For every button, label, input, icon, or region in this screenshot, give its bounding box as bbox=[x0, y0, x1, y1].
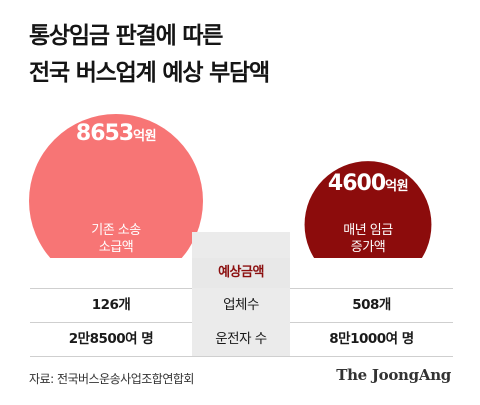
table-cell-label: 업체수 bbox=[192, 288, 290, 322]
bubble-label-right: 매년 임금 증가액 bbox=[343, 223, 393, 255]
table-row: 2만8500여 명 운전자 수 8만1000여 명 bbox=[30, 322, 453, 356]
table-cell-label: 운전자 수 bbox=[192, 322, 290, 356]
table-cell-left: 126개 bbox=[91, 297, 131, 313]
bubble-value-left: 8653억원 bbox=[75, 121, 157, 146]
bubble-label-left: 기존 소송 소급액 bbox=[91, 223, 141, 255]
chart-title-line2: 전국 버스업계 예상 부담액 bbox=[29, 60, 270, 86]
bubble-annual-increase bbox=[304, 161, 432, 288]
bubble-value-right: 4600억원 bbox=[327, 171, 409, 196]
table-cell-right: 8만1000여 명 bbox=[329, 331, 414, 347]
table-label-column-top bbox=[192, 232, 290, 258]
source-note: 자료: 전국버스운송사업조합연합회 bbox=[29, 372, 194, 386]
table-row: 126개 업체수 508개 bbox=[30, 288, 453, 322]
table-cell-right: 508개 bbox=[352, 297, 391, 313]
bubble-existing-lawsuit bbox=[29, 114, 203, 288]
brand-logo: The JoongAng bbox=[336, 366, 451, 384]
chart-title-line1: 통상임금 판결에 따른 bbox=[29, 23, 223, 49]
table-cell-left: 2만8500여 명 bbox=[68, 331, 154, 347]
table-header: 예상금액 bbox=[192, 258, 290, 288]
table-divider bbox=[30, 356, 453, 357]
